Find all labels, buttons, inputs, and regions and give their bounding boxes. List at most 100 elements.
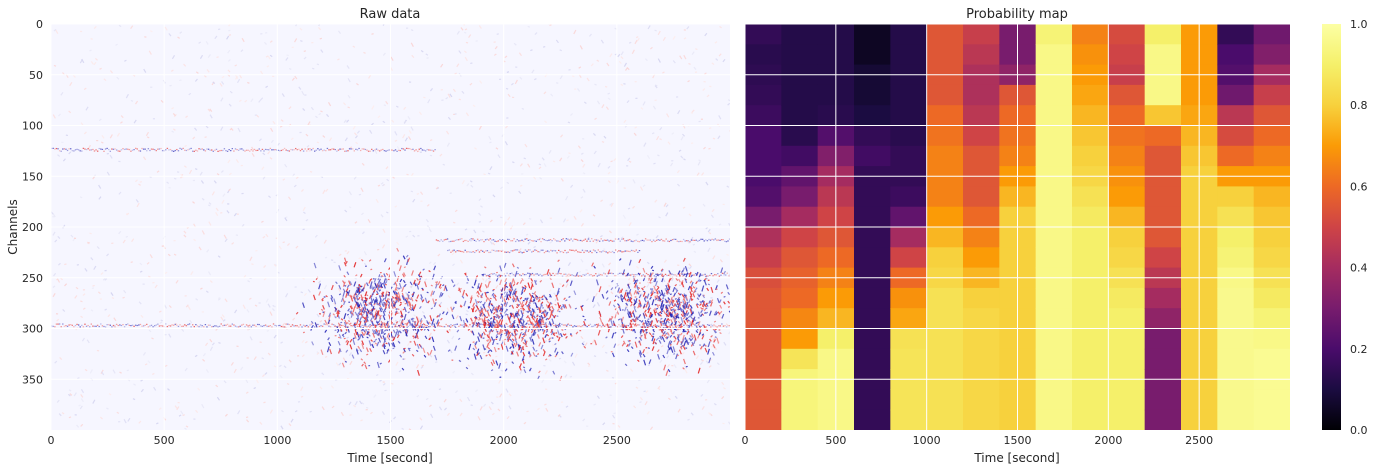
raw-data-trace <box>68 416 72 419</box>
raw-data-trace <box>54 239 58 243</box>
raw-data-trace <box>226 210 230 214</box>
probability-cell <box>1144 24 1182 45</box>
raw-data-trace <box>222 319 226 322</box>
raw-data-trace <box>247 280 251 283</box>
raw-data-trace <box>647 318 650 320</box>
raw-data-trace <box>608 301 612 306</box>
raw-data-trace <box>159 321 163 324</box>
raw-data-trace <box>89 49 92 52</box>
raw-data-trace <box>416 321 419 327</box>
raw-data-trace <box>126 213 129 215</box>
raw-data-trace <box>535 295 538 298</box>
raw-data-trace <box>404 137 408 142</box>
raw-data-trace <box>78 404 81 407</box>
raw-data-trace <box>374 300 378 303</box>
raw-data-trace <box>330 385 334 389</box>
raw-data-trace <box>605 297 609 300</box>
raw-data-trace <box>548 337 552 341</box>
raw-data-trace <box>657 387 661 390</box>
raw-data-trace <box>404 328 408 334</box>
raw-data-trace <box>676 340 680 346</box>
probability-cell <box>1144 44 1182 66</box>
raw-data-trace <box>668 270 672 275</box>
raw-data-trace <box>473 229 477 234</box>
raw-data-trace <box>548 354 551 357</box>
raw-data-trace <box>374 282 378 288</box>
raw-data-trace <box>680 325 683 329</box>
raw-data-trace <box>672 35 676 40</box>
raw-data-trace <box>356 130 360 134</box>
raw-data-trace <box>606 62 610 67</box>
raw-data-trace <box>194 168 198 170</box>
probability-cell <box>854 247 891 269</box>
raw-data-trace <box>621 316 625 323</box>
raw-data-trace <box>570 113 574 116</box>
probability-cell <box>781 389 819 411</box>
raw-data-trace <box>351 354 355 359</box>
raw-data-trace <box>363 251 367 256</box>
raw-data-trace <box>372 308 376 311</box>
raw-data-trace <box>712 255 716 260</box>
raw-data-trace <box>205 290 209 293</box>
raw-data-trace <box>130 25 134 30</box>
raw-data-trace <box>627 340 631 343</box>
raw-data-trace <box>383 322 387 329</box>
raw-data-trace <box>517 344 521 351</box>
probability-cell <box>854 44 891 66</box>
raw-data-trace <box>657 312 661 317</box>
raw-data-trace <box>676 354 680 357</box>
raw-data-trace <box>442 284 445 287</box>
raw-data-trace <box>637 316 640 319</box>
raw-data-trace <box>648 332 652 336</box>
raw-data-trace <box>545 317 549 321</box>
raw-data-trace <box>617 343 620 347</box>
raw-data-trace <box>516 303 520 307</box>
raw-data-trace <box>244 99 248 103</box>
raw-data-trace <box>727 300 730 304</box>
raw-data-trace <box>216 396 220 401</box>
probability-cell <box>1108 145 1146 167</box>
raw-data-trace <box>366 308 370 313</box>
raw-data-trace <box>363 303 367 310</box>
raw-data-trace <box>628 296 632 303</box>
probability-cell <box>1253 348 1290 370</box>
raw-data-trace <box>436 319 440 325</box>
raw-data-trace <box>650 313 654 317</box>
raw-data-trace <box>503 329 507 332</box>
probability-cell <box>745 84 782 106</box>
raw-data-trace <box>349 414 352 416</box>
probability-cell <box>1217 409 1255 430</box>
raw-data-trace <box>415 364 420 369</box>
raw-data-trace <box>84 368 88 372</box>
raw-data-trace <box>514 328 518 331</box>
raw-data-trace <box>701 172 705 176</box>
raw-data-trace <box>487 349 491 354</box>
raw-data-trace <box>402 308 405 311</box>
raw-data-trace <box>327 319 331 324</box>
raw-data-trace <box>493 324 497 329</box>
raw-data-trace <box>173 253 177 256</box>
probability-cell <box>1144 348 1182 370</box>
raw-data-trace <box>739 313 741 317</box>
raw-data-trace <box>282 241 285 244</box>
raw-data-trace <box>654 295 657 298</box>
raw-data-trace <box>483 313 486 317</box>
raw-data-trace <box>458 287 462 293</box>
raw-data-trace <box>330 297 334 303</box>
probability-cell <box>781 328 819 350</box>
raw-data-trace <box>543 314 547 318</box>
raw-data-trace <box>405 254 409 258</box>
raw-data-trace <box>430 307 434 310</box>
raw-data-trace <box>665 304 669 310</box>
raw-data-trace <box>669 296 673 303</box>
raw-data-trace <box>342 281 346 287</box>
raw-data-trace <box>523 331 527 336</box>
probability-cell <box>926 247 964 269</box>
raw-data-trace <box>620 328 623 331</box>
raw-data-trace <box>347 308 350 312</box>
probability-cell <box>1253 44 1290 66</box>
raw-data-trace <box>370 308 373 312</box>
raw-data-trace <box>394 205 398 208</box>
probability-cell <box>781 145 819 167</box>
raw-data-trace <box>415 334 419 340</box>
